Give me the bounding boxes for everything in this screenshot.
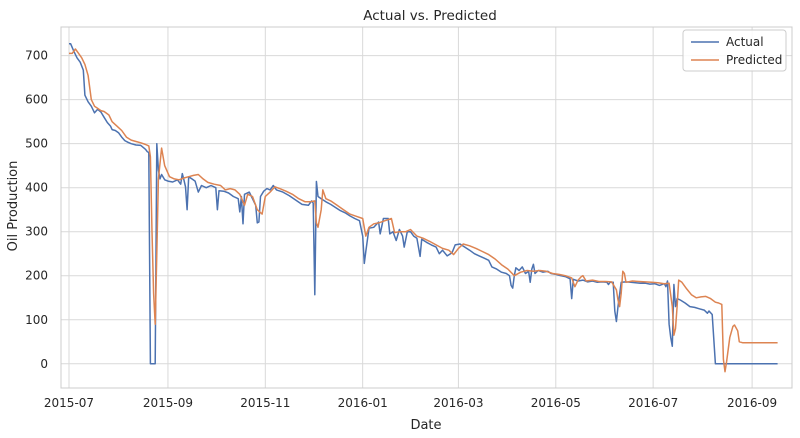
x-tick-label: 2016-09 bbox=[727, 396, 777, 410]
chart-title: Actual vs. Predicted bbox=[363, 8, 497, 24]
y-tick-label: 400 bbox=[25, 181, 48, 195]
x-axis-ticks: 2015-07 2015-09 2015-11 2016-01 2016-03 2016-… bbox=[44, 396, 777, 410]
y-tick-label: 700 bbox=[25, 49, 48, 63]
y-tick-label: 100 bbox=[25, 313, 48, 327]
legend: Actual Predicted bbox=[682, 29, 787, 72]
x-axis-title: Date bbox=[410, 418, 441, 433]
x-tick-label: 2015-09 bbox=[143, 396, 193, 410]
x-tick-label: 2016-07 bbox=[628, 396, 678, 410]
y-tick-label: 300 bbox=[25, 225, 48, 239]
plot-frame bbox=[60, 26, 793, 389]
legend-label-actual: Actual bbox=[726, 35, 764, 49]
series-line-predicted bbox=[69, 48, 778, 373]
y-tick-label: 200 bbox=[25, 269, 48, 283]
y-axis-title: Oil Production bbox=[6, 161, 21, 252]
legend-label-predicted: Predicted bbox=[726, 53, 782, 67]
series-layer bbox=[69, 42, 778, 373]
x-tick-label: 2015-11 bbox=[240, 396, 290, 410]
x-tick-label: 2016-01 bbox=[338, 396, 388, 410]
x-tick-label: 2016-05 bbox=[531, 396, 581, 410]
y-tick-label: 500 bbox=[25, 137, 48, 151]
y-tick-label: 600 bbox=[25, 93, 48, 107]
y-axis-ticks: 0 100 200 300 400 500 600 700 bbox=[25, 49, 48, 371]
x-tick-label: 2016-03 bbox=[433, 396, 483, 410]
grid bbox=[61, 27, 792, 388]
x-tick-label: 2015-07 bbox=[44, 396, 94, 410]
y-tick-label: 0 bbox=[40, 357, 48, 371]
